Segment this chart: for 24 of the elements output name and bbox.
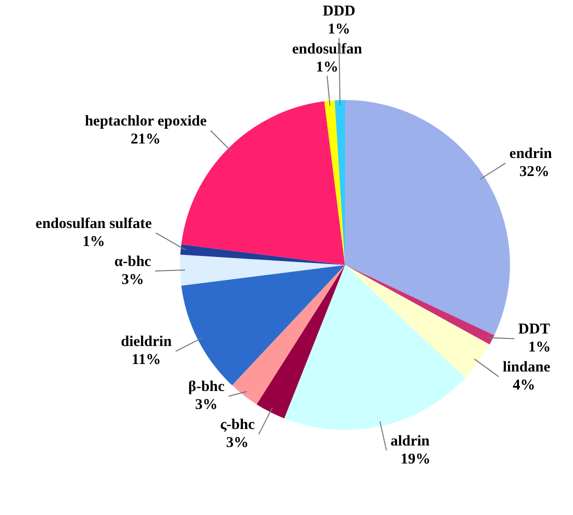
data-label: 1% [316, 60, 338, 76]
data-label: 32% [519, 164, 550, 180]
slice-label: DDT [518, 322, 550, 338]
data-label: 4% [512, 378, 536, 394]
slice-label: ς-bhc [220, 417, 256, 434]
slice-label: endrin [509, 146, 553, 162]
data-label: 3% [121, 272, 144, 288]
data-label: 1% [328, 22, 350, 38]
data-label: 3% [195, 397, 218, 414]
data-label: 19% [400, 451, 430, 468]
slice-label: heptachlor epoxide [84, 114, 207, 130]
data-label: 1% [528, 340, 551, 356]
slice-label: dieldrin [120, 334, 172, 350]
slice-label: DDD [322, 4, 356, 20]
data-label: 21% [130, 132, 161, 148]
slice-label: aldrin [390, 433, 430, 450]
slice-label: endosulfan sulfate [36, 216, 152, 232]
data-label: 3% [226, 435, 249, 452]
slice-label: β-bhc [188, 379, 225, 396]
data-label: 11% [132, 352, 161, 368]
slice-label: lindane [502, 360, 551, 376]
slice-label: endosulfan [292, 42, 363, 58]
slice-label: α-bhc [114, 254, 152, 270]
data-label: 1% [82, 234, 105, 250]
